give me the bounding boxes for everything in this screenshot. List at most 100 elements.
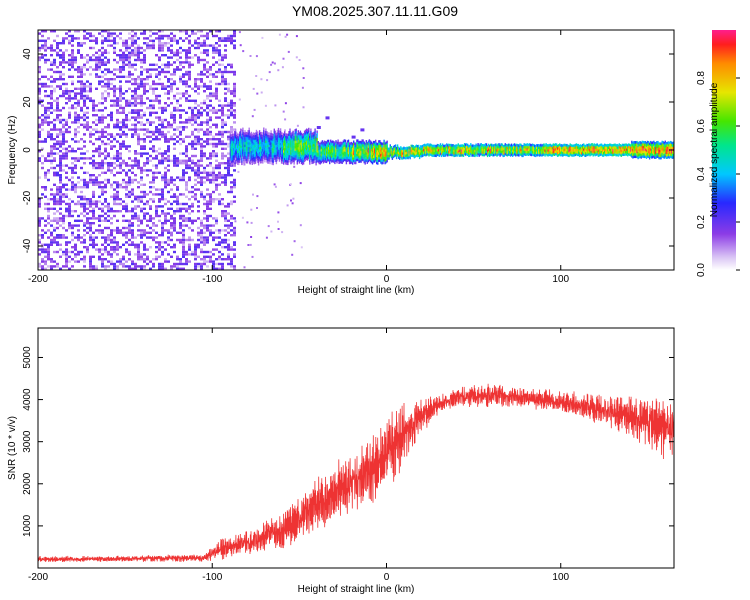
heatmap-cell bbox=[173, 212, 176, 215]
heatmap-cell bbox=[89, 133, 92, 136]
heatmap-cell bbox=[146, 231, 149, 234]
heatmap-cell bbox=[233, 34, 236, 38]
heatmap-cell bbox=[59, 142, 62, 146]
heatmap-cell bbox=[215, 243, 218, 246]
heatmap-cell bbox=[38, 198, 41, 201]
heatmap-cell bbox=[313, 134, 315, 137]
heatmap-cell bbox=[278, 154, 281, 157]
heatmap-cell bbox=[301, 140, 304, 144]
heatmap-cell bbox=[218, 164, 221, 167]
heatmap-cell bbox=[257, 160, 260, 164]
heatmap-cell bbox=[185, 217, 188, 220]
heatmap-cell bbox=[387, 152, 389, 155]
heatmap-cell bbox=[388, 149, 390, 153]
heatmap-cell bbox=[324, 157, 327, 161]
heatmap-cell bbox=[170, 188, 173, 191]
heatmap-cell bbox=[62, 200, 65, 203]
heatmap-cell bbox=[215, 262, 218, 266]
heatmap-cell bbox=[161, 130, 164, 134]
heatmap-cell bbox=[339, 148, 341, 152]
heatmap-cell bbox=[358, 146, 360, 149]
heatmap-cell bbox=[280, 153, 283, 157]
heatmap-cell bbox=[110, 207, 113, 210]
heatmap-cell bbox=[59, 121, 62, 124]
heatmap-cell bbox=[287, 155, 289, 158]
heatmap-cell bbox=[194, 121, 197, 124]
heatmap-cell bbox=[185, 73, 188, 76]
heatmap-cell bbox=[404, 154, 406, 157]
heatmap-cell bbox=[125, 126, 128, 129]
heatmap-cell bbox=[128, 181, 131, 184]
heatmap-cell bbox=[194, 188, 197, 191]
heatmap-cell bbox=[173, 138, 176, 141]
heatmap-cell bbox=[227, 116, 230, 119]
heatmap-cell bbox=[386, 147, 388, 151]
heatmap-cell bbox=[164, 219, 167, 222]
heatmap-cell bbox=[143, 183, 146, 186]
heatmap-cell bbox=[185, 154, 188, 158]
heatmap-cell bbox=[215, 217, 218, 220]
heatmap-cell bbox=[152, 176, 155, 179]
heatmap-cell bbox=[241, 157, 243, 161]
heatmap-cell bbox=[311, 151, 313, 155]
heatmap-cell bbox=[304, 153, 307, 157]
heatmap-cell bbox=[128, 70, 131, 74]
heatmap-cell bbox=[400, 153, 402, 156]
heatmap-cell bbox=[107, 162, 110, 165]
heatmap-cell bbox=[107, 226, 110, 230]
heatmap-cell bbox=[185, 49, 188, 52]
heatmap-cell bbox=[261, 36, 264, 39]
heatmap-cell bbox=[294, 143, 296, 147]
heatmap-cell bbox=[89, 58, 92, 62]
heatmap-cell bbox=[339, 153, 341, 157]
heatmap-cell bbox=[284, 136, 286, 139]
heatmap-cell bbox=[285, 147, 287, 151]
heatmap-cell bbox=[230, 37, 233, 40]
heatmap-cell bbox=[68, 75, 71, 78]
heatmap-cell bbox=[317, 148, 319, 151]
heatmap-cell bbox=[62, 82, 65, 86]
heatmap-cell bbox=[300, 147, 303, 150]
heatmap-cell bbox=[271, 140, 273, 144]
heatmap-cell bbox=[197, 164, 200, 167]
heatmap-cell bbox=[293, 154, 295, 158]
heatmap-cell bbox=[164, 258, 167, 261]
heatmap-cell bbox=[251, 255, 254, 258]
heatmap-cell bbox=[182, 92, 185, 95]
heatmap-cell bbox=[318, 142, 320, 145]
heatmap-cell bbox=[380, 144, 382, 147]
heatmap-cell bbox=[149, 231, 152, 234]
heatmap-cell bbox=[50, 80, 53, 83]
heatmap-cell bbox=[336, 148, 338, 152]
heatmap-cell bbox=[161, 267, 164, 270]
heatmap-cell bbox=[355, 152, 357, 155]
heatmap-cell bbox=[345, 156, 348, 160]
heatmap-cell bbox=[158, 82, 161, 86]
heatmap-cell bbox=[426, 143, 428, 147]
heatmap-cell bbox=[266, 143, 268, 146]
heatmap-cell bbox=[308, 151, 310, 155]
heatmap-cell bbox=[158, 116, 161, 119]
heatmap-cell bbox=[287, 136, 289, 139]
heatmap-cell bbox=[71, 265, 74, 268]
heatmap-cell bbox=[164, 87, 167, 90]
heatmap-cell bbox=[234, 152, 237, 156]
heatmap-cell bbox=[62, 253, 65, 256]
heatmap-cell bbox=[134, 58, 137, 62]
heatmap-cell bbox=[137, 214, 140, 218]
heatmap-cell bbox=[290, 142, 292, 146]
heatmap-cell bbox=[161, 82, 164, 86]
heatmap-cell bbox=[363, 158, 365, 161]
heatmap-cell bbox=[258, 139, 261, 143]
heatmap-cell bbox=[38, 265, 41, 268]
heatmap-cell bbox=[256, 141, 259, 144]
heatmap-cell bbox=[239, 148, 241, 151]
heatmap-cell bbox=[167, 154, 170, 158]
heatmap-cell bbox=[218, 140, 221, 143]
heatmap-cell bbox=[200, 78, 203, 81]
heatmap-cell bbox=[414, 155, 417, 158]
heatmap-cell bbox=[77, 176, 80, 179]
heatmap-cell bbox=[215, 142, 218, 146]
heatmap-cell bbox=[107, 166, 110, 170]
heatmap-cell bbox=[188, 260, 191, 263]
